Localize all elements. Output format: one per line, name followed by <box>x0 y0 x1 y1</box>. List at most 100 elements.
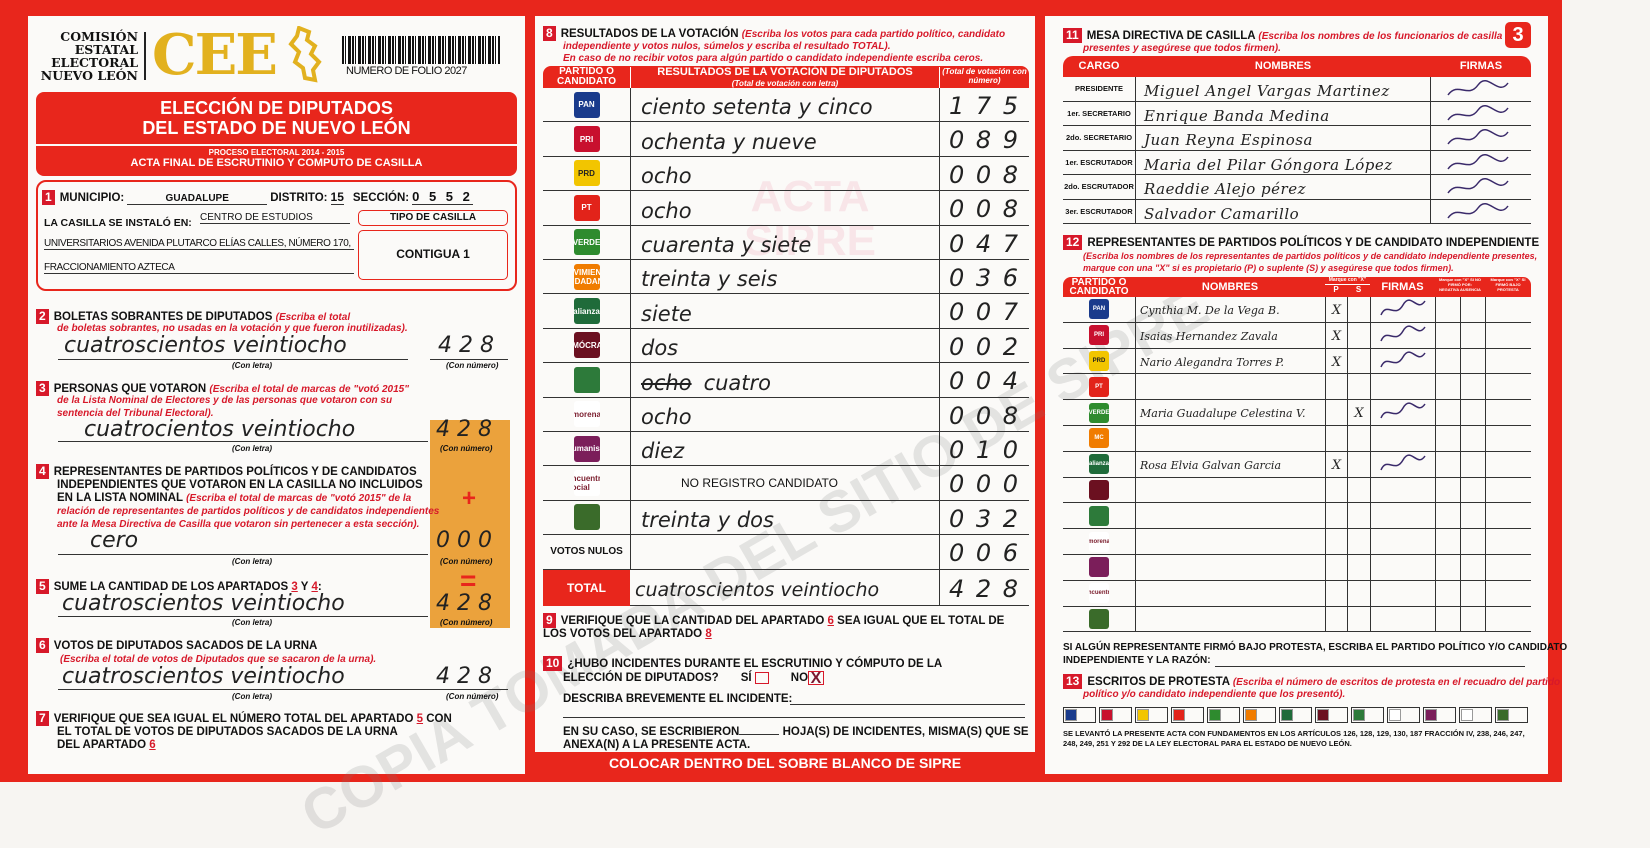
cargo-label: 3er. ESCRUTADOR <box>1065 206 1133 216</box>
votes-letra: ocho <box>630 191 940 225</box>
morena-logo-icon: morena <box>1089 531 1109 552</box>
cargo-label: PRESIDENTE <box>1075 84 1123 93</box>
rep-nombre: Rosa Elvia Galvan Garcia <box>1135 451 1325 477</box>
party-cell: PRD <box>543 157 630 190</box>
section-text: CON <box>426 713 452 725</box>
si-checkbox[interactable] <box>754 671 769 684</box>
results-row: treinta y dos 0 3 2 <box>543 500 1029 536</box>
instalo-line-1: CENTRO DE ESTUDIOS <box>200 212 350 224</box>
party-cell: VERDE <box>543 226 630 259</box>
party-cell <box>1063 503 1135 528</box>
protest-count-box[interactable] <box>1207 707 1240 723</box>
suplente-mark <box>1347 580 1370 606</box>
votes-letra: siete <box>630 294 940 328</box>
protest-count-box[interactable] <box>1063 707 1096 723</box>
party-cell: morena <box>1063 529 1135 554</box>
rep-row: MC <box>1063 426 1531 452</box>
suplente-mark <box>1347 348 1370 374</box>
section-number: 1 <box>42 190 55 205</box>
municipio-value: GUADALUPE <box>127 193 268 205</box>
protest-count-box[interactable] <box>1171 707 1204 723</box>
col-numero: (Total de votación con número) <box>942 67 1027 85</box>
funcionario-nombre: Salvador Camarillo <box>1135 199 1431 223</box>
section-number: 9 <box>543 613 556 628</box>
con-numero-caption: (Con número) <box>446 692 499 701</box>
party-cell: Humanista <box>543 432 630 465</box>
protest-count-box[interactable] <box>1279 707 1312 723</box>
con-numero-caption: (Con número) <box>440 557 493 566</box>
protesta-cell <box>1485 580 1531 606</box>
protest-count-box[interactable] <box>1243 707 1276 723</box>
rep-row <box>1063 503 1531 530</box>
mesa-row: 2do. ESCRUTADOR Raeddie Alejo pérez <box>1063 175 1531 200</box>
firma-cell <box>1370 374 1435 400</box>
partido-local-logo-icon <box>573 504 600 531</box>
pri-logo-icon <box>1101 709 1113 721</box>
protest-count-box[interactable] <box>1351 707 1384 723</box>
no-checkbox-checked[interactable]: X <box>808 671 825 687</box>
protest-count-box[interactable] <box>1135 707 1168 723</box>
protest-count-box[interactable] <box>1495 707 1528 723</box>
section-12-note-1: (Escriba los nombres de los representant… <box>1083 251 1538 261</box>
humanista-logo-icon: Humanista <box>573 435 600 462</box>
suplente-mark <box>1347 555 1370 580</box>
acta-label: ACTA FINAL DE ESCRUTINIO Y COMPUTO DE CA… <box>130 157 423 169</box>
votes-letra-text: ochenta y nueve <box>641 129 817 154</box>
protesta-cell <box>1485 374 1531 400</box>
section-2-title: 2 BOLETAS SOBRANTES DE DIPUTADOS (Escriba… <box>36 309 350 324</box>
rep-nombre <box>1135 606 1325 632</box>
funcionario-nombre: Raeddie Alejo pérez <box>1135 175 1431 199</box>
en-su-caso: EN SU CASO, SE ESCRIBIERON HOJA(S) DE IN… <box>563 726 1029 739</box>
protest-count-box[interactable] <box>1459 707 1492 723</box>
protesta-cell <box>1485 451 1531 477</box>
votes-letra-text: treinta y seis <box>641 267 778 292</box>
equals-sign: = <box>460 565 477 596</box>
negativa-cell <box>1435 555 1460 580</box>
protest-count-box[interactable] <box>1387 707 1420 723</box>
ausencia-cell <box>1460 477 1485 503</box>
pt-logo-icon: PT <box>573 194 600 221</box>
votes-letra: ocho <box>630 397 940 431</box>
section-2-note: de boletas sobrantes, no usadas en la vo… <box>57 323 408 334</box>
votes-letra: cuarenta y siete <box>630 225 940 259</box>
section-10-block: 10 ¿HUBO INCIDENTES DURANTE EL ESCRUTINIO… <box>543 656 942 687</box>
suplente-mark <box>1347 374 1370 400</box>
protest-count-box[interactable] <box>1099 707 1132 723</box>
encuentro-social-logo-icon: encuentro <box>1089 583 1109 604</box>
con-numero-caption: (Con número) <box>446 361 499 370</box>
section-3-note-2: de la Lista Nominal de Electores y de la… <box>57 395 393 406</box>
propietario-mark: X <box>1325 322 1347 348</box>
page-number-badge: 3 <box>1505 22 1531 48</box>
incidentes-si[interactable]: SÍ <box>741 671 769 685</box>
section-4-letra: cero <box>90 528 139 553</box>
firma-cell <box>1370 426 1435 451</box>
mesa-row: 3er. ESCRUTADOR Salvador Camarillo <box>1063 199 1531 224</box>
barcode <box>342 36 500 64</box>
apartado-ref: 6 <box>149 739 156 751</box>
nueva-alianza-logo-icon <box>1281 709 1293 721</box>
rep-row: PRD Nario Alegandra Torres P. X <box>1063 348 1531 375</box>
municipio-label: MUNICIPIO: <box>59 192 125 204</box>
party-cell: alianza <box>1063 452 1135 477</box>
pt-logo-icon <box>1173 709 1185 721</box>
title-line-1: ELECCIÓN DE DIPUTADOS <box>160 98 393 118</box>
instalo-line-3: FRACCIONAMIENTO AZTECA <box>44 262 354 274</box>
no-label: NO <box>790 672 809 685</box>
incidentes-no[interactable]: NO X <box>790 671 825 687</box>
section-1-municipio: 1 MUNICIPIO: <box>42 190 124 205</box>
propietario-mark <box>1325 606 1347 632</box>
ausencia-cell <box>1460 400 1485 425</box>
votes-letra-text: cuatro <box>703 370 772 395</box>
results-row: MOVIMIENTO CIUDADANO treinta y seis 0 3 6 <box>543 260 1029 295</box>
party-cell: MC <box>1063 426 1135 451</box>
protest-count-box[interactable] <box>1423 707 1456 723</box>
protest-count-box[interactable] <box>1315 707 1348 723</box>
results-row: PRI ochenta y nueve 0 8 9 <box>543 122 1029 157</box>
ausencia-cell <box>1460 426 1485 451</box>
negativa-cell <box>1435 400 1460 425</box>
pan-logo-icon <box>1065 709 1077 721</box>
party-cell: morena <box>543 398 630 431</box>
ausencia-cell <box>1460 348 1485 374</box>
party-cell: encuentro social <box>543 466 630 499</box>
votes-letra-text: dos <box>641 336 679 361</box>
